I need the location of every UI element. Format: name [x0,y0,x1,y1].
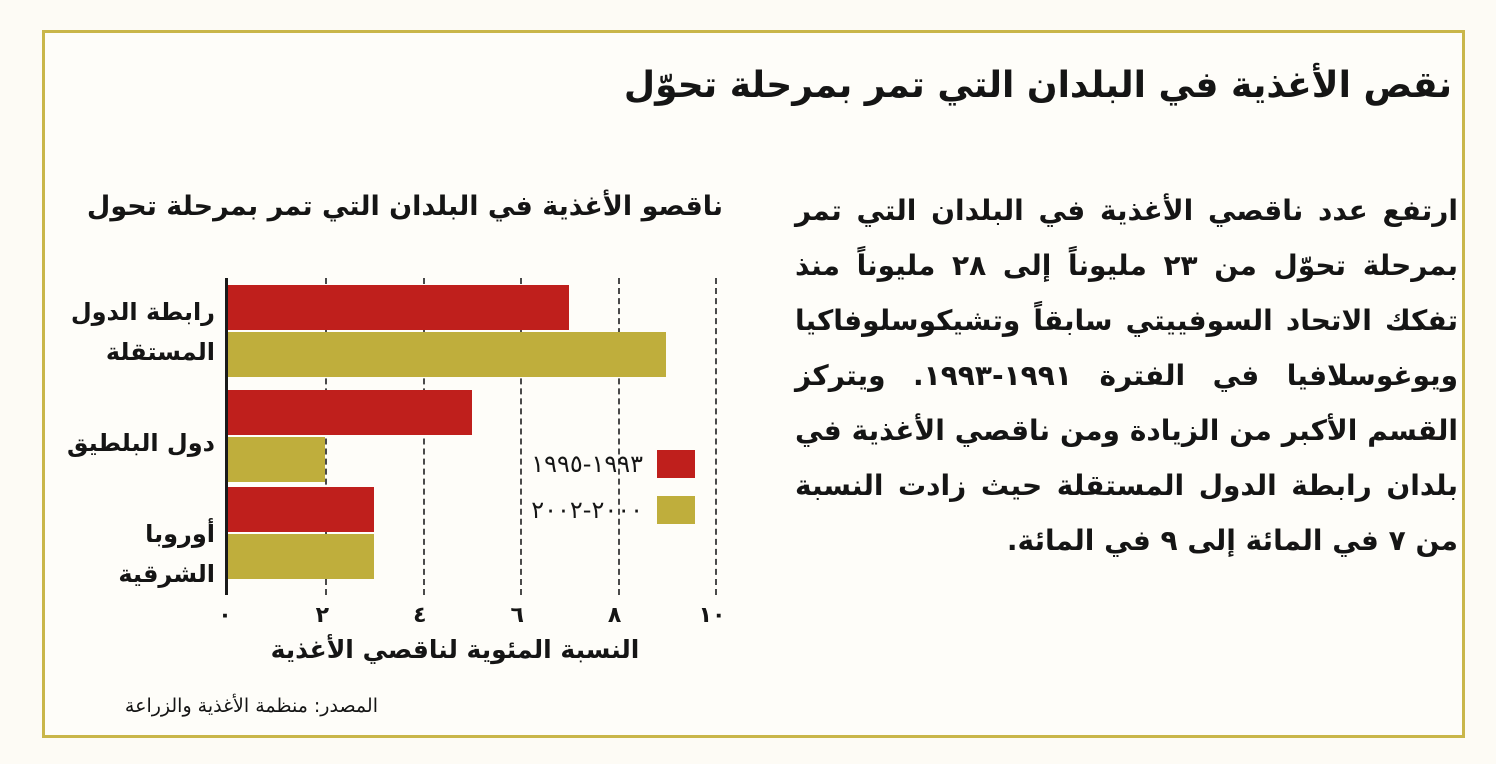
source-note: المصدر: منظمة الأغذية والزراعة [124,695,378,717]
bar-series1-category1 [228,285,569,330]
x-tick-4: ٤ [413,603,427,628]
gridline-2 [325,278,328,595]
x-tick-10: ١٠ [698,603,726,628]
gridline-8 [617,278,620,595]
x-axis-ticks: ٠ ٢ ٤ ٦ ٨ ١٠ [218,603,725,633]
legend-swatch-olive [657,496,695,524]
plot-area [225,278,717,595]
legend-label-1993-1995: ١٩٩٣-١٩٩٥ [531,450,643,478]
x-tick-8: ٨ [607,603,622,628]
commentary-paragraph: ارتفع عدد ناقصي الأغذية في البلدان التي … [795,194,1458,557]
gridline-6 [520,278,523,595]
figure-border-box: نقص الأغذية في البلدان التي تمر بمرحلة ت… [42,30,1465,738]
chart-legend: ١٩٩٣-١٩٩٥ ٢٠٠٠-٢٠٠٢ [465,441,695,533]
legend-label-2000-2002: ٢٠٠٠-٢٠٠٢ [531,496,643,524]
legend-item-2000-2002: ٢٠٠٠-٢٠٠٢ [465,487,695,533]
chart-title: ناقصو الأغذية في البلدان التي تمر بمرحلة… [86,191,724,222]
x-tick-6: ٦ [510,603,524,628]
legend-item-1993-1995: ١٩٩٣-١٩٩٥ [465,441,695,487]
category-label-baltic: دول البلطيق [66,429,215,457]
bar-series2-category3 [228,534,374,579]
gridline-4 [422,278,425,595]
bar-series1-category3 [228,487,374,532]
category-label-eastern-europe: أوروبا الشرقية [118,520,215,588]
bar-series2-category1 [228,332,666,377]
legend-swatch-red [657,450,695,478]
bar-series2-category2 [228,437,325,482]
chart-category-axis: رابطة الدول المستقلة دول البلطيق أوروبا … [53,278,215,595]
x-tick-0: ٠ [218,603,232,628]
category-label-cis: رابطة الدول المستقلة [70,298,215,366]
gridline-10 [715,278,717,595]
x-tick-2: ٢ [315,603,330,628]
x-axis-title: النسبة المئوية لناقصي الأغذية [270,635,640,664]
bar-series1-category2 [228,390,472,435]
page-title: نقص الأغذية في البلدان التي تمر بمرحلة ت… [623,65,1452,106]
